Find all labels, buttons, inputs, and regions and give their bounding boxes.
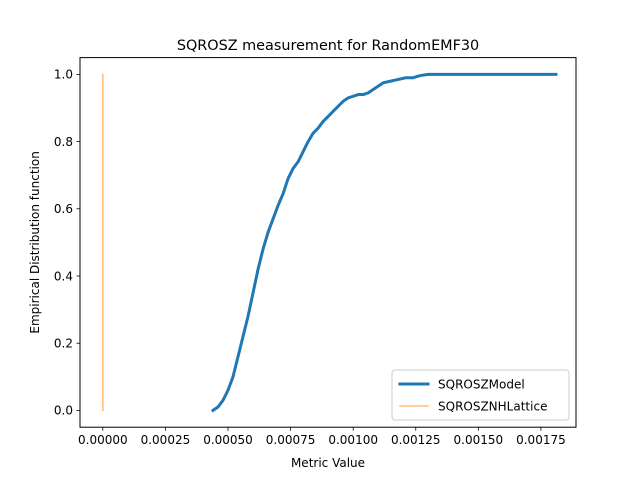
y-tick-label: 0.8 bbox=[54, 135, 73, 149]
y-tick-label: 0.6 bbox=[54, 202, 73, 216]
series-line-sqroszmodel bbox=[210, 72, 558, 413]
plot-series bbox=[102, 72, 558, 413]
x-tick-label: 0.00100 bbox=[328, 433, 378, 447]
x-tick-label: 0.00050 bbox=[203, 433, 253, 447]
legend: SQROSZModel SQROSZNHLattice bbox=[391, 369, 570, 421]
x-tick-label: 0.00175 bbox=[516, 433, 566, 447]
legend-label-sqrosznhlattice: SQROSZNHLattice bbox=[438, 399, 547, 413]
plot-area-frame bbox=[79, 57, 577, 428]
y-tick-label: 0.0 bbox=[54, 404, 73, 418]
x-axis-label: Metric Value bbox=[291, 456, 365, 470]
x-tick-label: 0.00150 bbox=[454, 433, 504, 447]
x-tick-label: 0.00000 bbox=[78, 433, 128, 447]
legend-label-sqroszmodel: SQROSZModel bbox=[438, 377, 525, 391]
y-axis: 0.0 0.2 0.4 0.6 0.8 1.0 bbox=[54, 68, 80, 418]
y-tick-label: 0.2 bbox=[54, 337, 73, 351]
x-axis: 0.00000 0.00025 0.00050 0.00075 0.00100 0.001… bbox=[78, 427, 566, 447]
y-axis-label: Empirical Distribution function bbox=[28, 151, 42, 333]
x-tick-label: 0.00025 bbox=[141, 433, 191, 447]
x-tick-label: 0.00125 bbox=[391, 433, 441, 447]
y-tick-label: 0.4 bbox=[54, 269, 73, 283]
y-tick-label: 1.0 bbox=[54, 68, 73, 82]
x-tick-label: 0.00075 bbox=[266, 433, 316, 447]
chart-title: SQROSZ measurement for RandomEMF30 bbox=[177, 38, 479, 54]
legend-box bbox=[391, 369, 570, 421]
